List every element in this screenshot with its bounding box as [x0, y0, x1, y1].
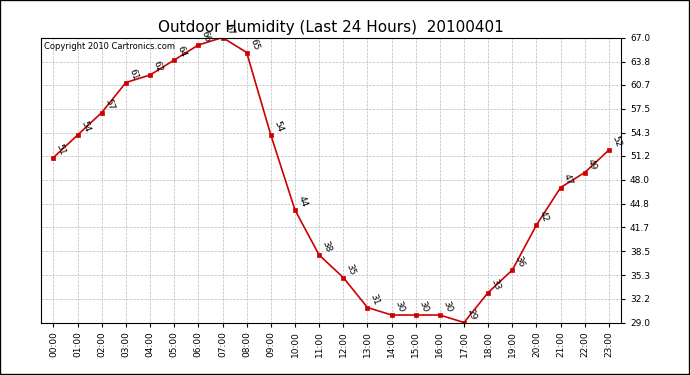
Text: 33: 33: [490, 277, 502, 291]
Text: 64: 64: [176, 45, 188, 58]
Text: 30: 30: [442, 300, 453, 314]
Text: 54: 54: [273, 120, 284, 134]
Text: 38: 38: [321, 240, 333, 254]
Text: Copyright 2010 Cartronics.com: Copyright 2010 Cartronics.com: [44, 42, 175, 51]
Text: 44: 44: [297, 195, 308, 208]
Text: 30: 30: [417, 300, 429, 314]
Text: 36: 36: [514, 255, 526, 268]
Text: 47: 47: [562, 172, 574, 186]
Text: 52: 52: [611, 135, 622, 148]
Text: 54: 54: [79, 120, 91, 134]
Text: 65: 65: [248, 37, 260, 51]
Text: 62: 62: [152, 60, 164, 74]
Text: 35: 35: [345, 262, 357, 276]
Text: 66: 66: [200, 30, 212, 44]
Text: 29: 29: [466, 308, 477, 321]
Text: 67: 67: [224, 22, 236, 36]
Text: 61: 61: [128, 67, 139, 81]
Text: 42: 42: [538, 210, 550, 224]
Text: 51: 51: [55, 142, 67, 156]
Text: 49: 49: [586, 158, 598, 171]
Title: Outdoor Humidity (Last 24 Hours)  20100401: Outdoor Humidity (Last 24 Hours) 2010040…: [158, 20, 504, 35]
Text: 30: 30: [393, 300, 405, 314]
Text: 31: 31: [369, 292, 381, 306]
Text: 57: 57: [104, 97, 115, 111]
